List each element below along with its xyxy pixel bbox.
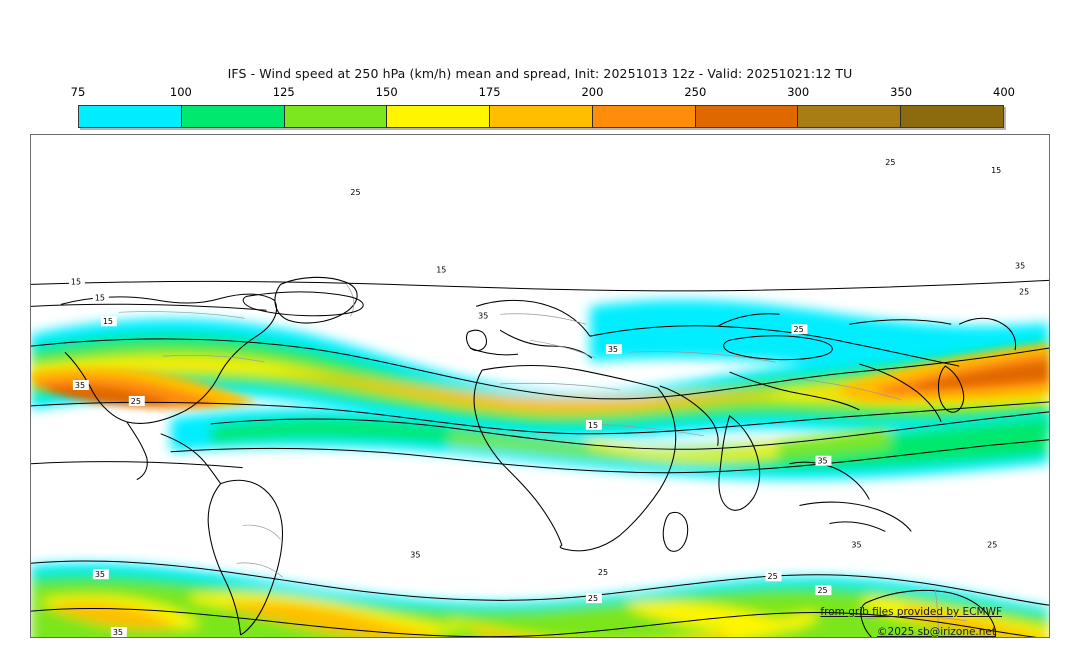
colorbar: 75100125150175200250300350400450 (71, 85, 1015, 129)
svg-text:25: 25 (987, 540, 997, 549)
svg-text:35: 35 (113, 628, 123, 637)
colorbar-band-4 (490, 106, 593, 127)
colorbar-tick-250: 250 (684, 85, 707, 99)
svg-text:35: 35 (817, 457, 827, 466)
colorbar-tick-125: 125 (272, 85, 295, 99)
colorbar-band-6 (695, 106, 799, 127)
spread-contours (31, 279, 1049, 637)
svg-text:35: 35 (851, 540, 861, 549)
svg-text:15: 15 (71, 277, 81, 286)
colorbar-tick-75: 75 (70, 85, 86, 99)
svg-text:25: 25 (350, 188, 360, 197)
copyright-credit: ©2025 sb@irizone.net (877, 626, 996, 638)
svg-text:35: 35 (95, 570, 105, 579)
svg-text:35: 35 (478, 311, 488, 320)
colorbar-band-2 (284, 106, 388, 127)
svg-text:25: 25 (817, 586, 827, 595)
colorbar-band-5 (592, 106, 696, 127)
svg-text:15: 15 (436, 265, 446, 274)
svg-text:35: 35 (1015, 261, 1025, 270)
svg-text:15: 15 (103, 317, 113, 326)
svg-text:25: 25 (131, 397, 141, 406)
nh-jet-band (31, 299, 1049, 440)
svg-text:15: 15 (95, 293, 105, 302)
svg-text:35: 35 (410, 550, 420, 559)
colorbar-tick-labels: 75100125150175200250300350400450 (71, 85, 1015, 103)
colorbar-tick-400: 400 (993, 85, 1015, 99)
country-borders (118, 284, 968, 637)
colorbar-tick-100: 100 (169, 85, 192, 99)
svg-text:25: 25 (588, 594, 598, 603)
colorbar-band-3 (387, 106, 491, 127)
colorbar-band-1 (181, 106, 285, 127)
colorbar-tick-150: 150 (375, 85, 398, 99)
svg-text:15: 15 (991, 166, 1001, 175)
wind-speed-map[interactable]: 15 15 15 25 35 15 35 35 25 25 (31, 135, 1049, 637)
colorbar-tick-175: 175 (478, 85, 501, 99)
sh-jet-band (31, 562, 1049, 637)
coastlines (60, 276, 1017, 637)
svg-text:25: 25 (768, 572, 778, 581)
colorbar-bands (78, 105, 1004, 128)
svg-text:25: 25 (885, 158, 895, 167)
contour-labels: 15 15 15 25 35 15 35 35 25 25 (68, 156, 1034, 637)
svg-text:25: 25 (598, 568, 608, 577)
svg-text:35: 35 (608, 345, 618, 354)
page-title: IFS - Wind speed at 250 hPa (km/h) mean … (227, 66, 853, 81)
colorbar-tick-300: 300 (787, 85, 810, 99)
svg-text:15: 15 (588, 421, 598, 430)
colorbar-band-0 (79, 106, 182, 127)
data-source-credit: from grib files provided by ECMWF (820, 606, 1002, 618)
svg-text:25: 25 (794, 325, 804, 334)
japan-jet-core (841, 344, 1049, 402)
map-frame[interactable]: 15 15 15 25 35 15 35 35 25 25 (30, 134, 1050, 638)
colorbar-tick-350: 350 (890, 85, 913, 99)
colorbar-tick-200: 200 (581, 85, 604, 99)
colorbar-band-8 (901, 106, 1004, 127)
svg-text:35: 35 (75, 381, 85, 390)
colorbar-band-7 (798, 106, 902, 127)
svg-text:25: 25 (1019, 287, 1029, 296)
